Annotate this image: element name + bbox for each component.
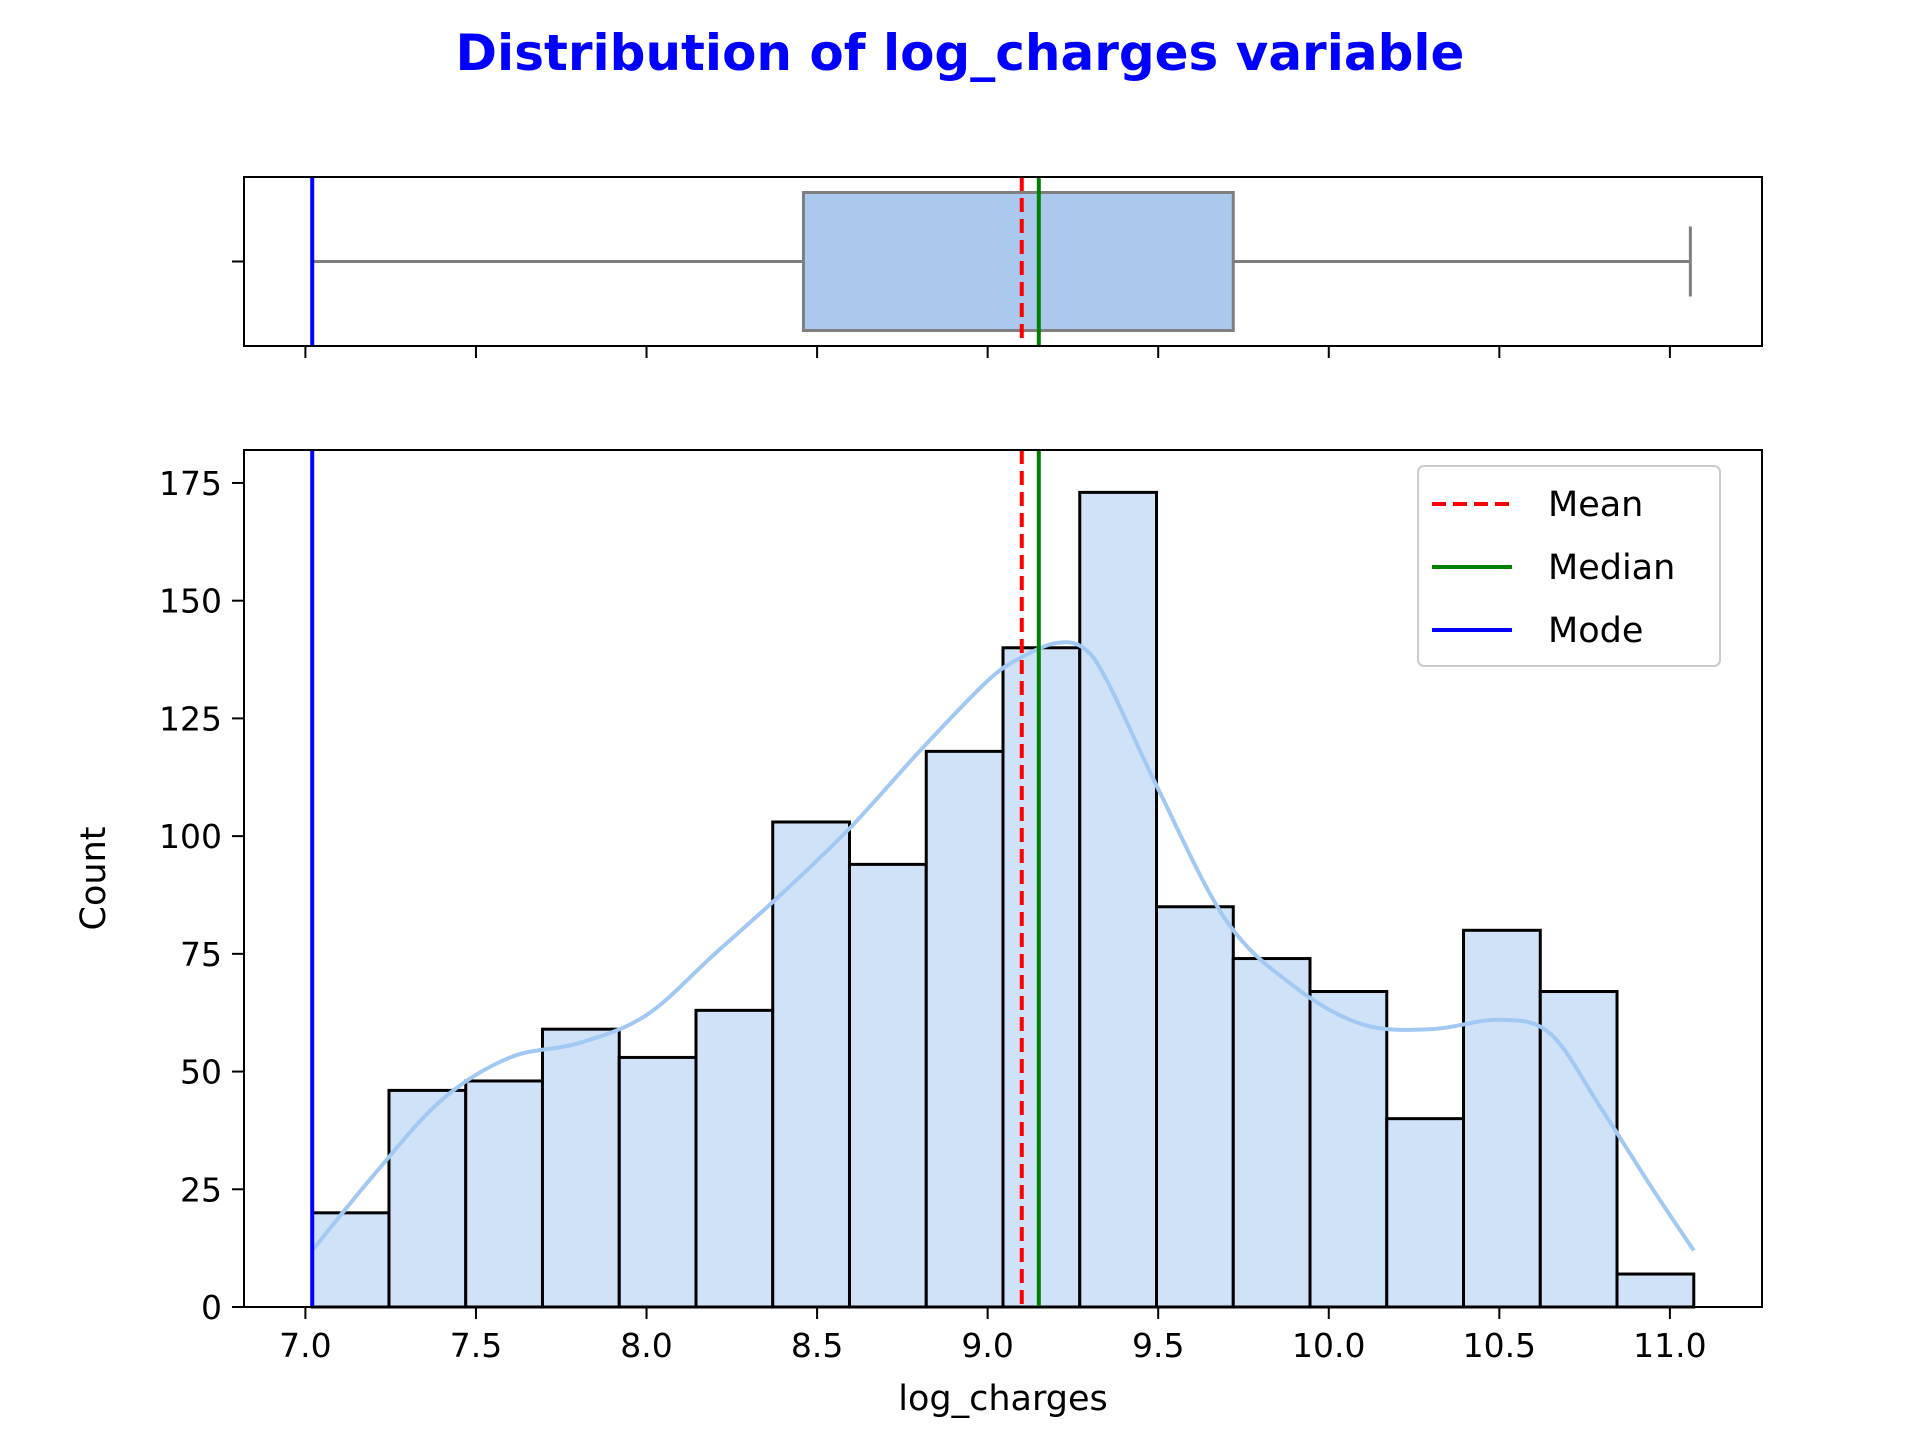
histogram-bar [1308,990,1389,1309]
y-tick-label: 50 [180,1053,222,1092]
y-tick-label: 175 [159,464,222,503]
x-axis-label: log_charges [898,1379,1108,1419]
histogram-bar [1615,1272,1696,1309]
y-tick-label: 100 [159,817,222,856]
histogram-bar [1231,957,1312,1309]
y-tick-label: 125 [159,699,222,738]
histogram-bar [1078,490,1159,1309]
histogram-bar [847,862,928,1309]
y-tick-label: 25 [180,1170,222,1209]
histogram-bar [924,749,1005,1309]
y-tick-label: 150 [159,582,222,621]
kde-curve [310,640,1696,1252]
histogram-frame [243,449,1763,1308]
x-tick-label: 9.5 [1132,1326,1184,1365]
histogram-bar [694,1008,775,1309]
y-tick-label: 75 [180,935,222,974]
legend-label-mode: Mode [1548,611,1643,651]
x-tick-label: 9.0 [961,1326,1013,1365]
chart-title: Distribution of log_charges variable [456,24,1465,82]
histogram-bar [1001,646,1082,1309]
legend-frame [1417,465,1721,667]
histogram-bar [1155,905,1235,1309]
legend-label-median: Median [1548,548,1675,588]
x-tick-label: 8.5 [791,1326,843,1365]
x-tick-label: 8.0 [620,1326,672,1365]
legend: Mean Median Mode [1417,465,1721,667]
boxplot-panel [232,176,1763,358]
iqr-box [801,191,1235,332]
histogram-bar [1462,928,1542,1309]
x-tick-label: 11.0 [1633,1326,1706,1365]
histogram-panel: 7.0 7.5 8.0 8.5 9.0 9.5 10.0 10.5 11.0 0 25 50 75 100… [74,449,1763,1419]
histogram-bar [771,820,851,1309]
legend-label-mean: Mean [1548,485,1643,525]
y-tick-label: 0 [201,1288,222,1327]
histogram-bar [1538,990,1619,1309]
histogram-bar [617,1055,698,1309]
histogram-bar [540,1027,621,1309]
y-axis-label: Count [74,827,114,931]
histogram-bar [387,1088,468,1309]
x-tick-label: 7.5 [450,1326,502,1365]
x-tick-label: 7.0 [279,1326,331,1365]
histogram-bar [310,1211,391,1309]
x-tick-label: 10.0 [1292,1326,1365,1365]
x-tick-label: 10.5 [1463,1326,1536,1365]
histogram-bar [1385,1117,1466,1309]
histogram-bar [464,1079,544,1309]
